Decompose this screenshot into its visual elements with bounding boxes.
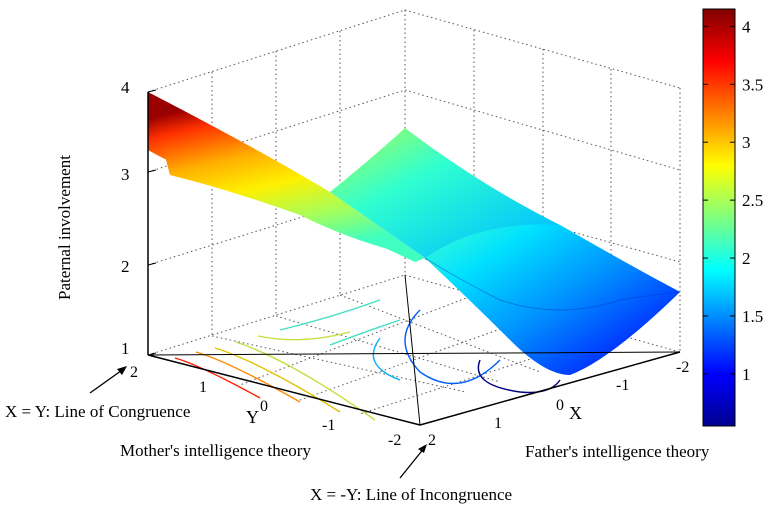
colorbar: 1 1.5 2 2.5 3 3.5 4 xyxy=(702,8,763,427)
colorbar-gradient xyxy=(702,8,736,427)
y-axis-title: Mother's intelligence theory xyxy=(120,441,311,460)
x-tick-label: -1 xyxy=(616,377,629,394)
x-tick-label: 2 xyxy=(428,432,436,449)
surface-front-face xyxy=(425,224,680,375)
colorbar-tick-label: 2.5 xyxy=(742,191,763,210)
z-axis: 1 2 3 4 Paternal involvement xyxy=(55,78,157,358)
colorbar-tick-label: 2 xyxy=(742,249,751,268)
colorbar-tick-label: 1.5 xyxy=(742,307,763,326)
axes xyxy=(147,92,681,426)
y-tick-label: 0 xyxy=(260,398,268,415)
x-tick-label: 1 xyxy=(494,415,502,432)
z-axis-label: Paternal involvement xyxy=(55,155,74,300)
y-tick-label: 2 xyxy=(130,364,138,381)
annotation-incongruence-label: X = -Y: Line of Incongruence xyxy=(310,485,512,504)
colorbar-tick-label: 3.5 xyxy=(742,75,763,94)
x-axis-title: Father's intelligence theory xyxy=(525,442,710,461)
x-axis-letter: X xyxy=(569,403,582,423)
floor-contours xyxy=(174,299,561,421)
y-tick-label: -2 xyxy=(388,432,401,449)
y-axis-letter: Y xyxy=(246,407,259,427)
z-tick-label: 3 xyxy=(121,165,130,184)
z-tick-label: 4 xyxy=(121,78,130,97)
colorbar-tick-label: 1 xyxy=(742,365,751,384)
colorbar-tick-label: 3 xyxy=(742,133,751,152)
surface xyxy=(148,92,681,375)
colorbar-ticks: 1 1.5 2 2.5 3 3.5 4 xyxy=(703,17,763,384)
annotation-incongruence: X = -Y: Line of Incongruence xyxy=(310,444,512,504)
x-tick-label: -2 xyxy=(676,359,689,376)
x-tick-label: 0 xyxy=(556,397,564,414)
annotation-congruence: X = Y: Line of Congruence xyxy=(5,366,190,421)
colorbar-tick-label: 4 xyxy=(742,17,751,36)
y-tick-label: 1 xyxy=(199,379,207,396)
y-axis: 2 1 0 -1 -2 Y Mother's intelligence theo… xyxy=(120,364,401,460)
annotation-congruence-label: X = Y: Line of Congruence xyxy=(5,402,190,421)
z-tick-label: 1 xyxy=(121,339,130,358)
z-tick-label: 2 xyxy=(121,257,130,276)
y-tick-label: -1 xyxy=(322,417,335,434)
x-axis: 2 1 0 -1 -2 X Father's intelligence theo… xyxy=(428,359,710,461)
